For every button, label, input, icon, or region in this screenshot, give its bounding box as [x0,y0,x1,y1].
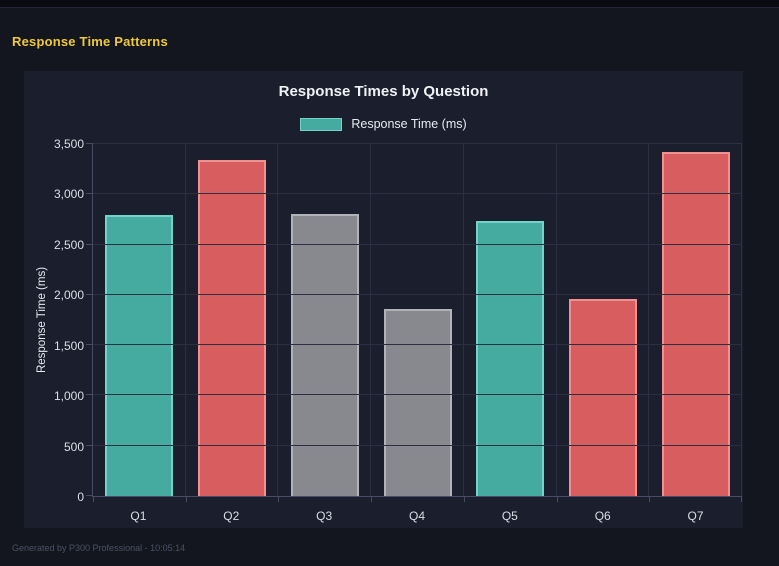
bar-q6[interactable] [568,298,637,496]
bar-slot-q4 [371,144,464,496]
bar-q5[interactable] [476,221,545,496]
plot-area [86,143,742,502]
y-tick-mark [86,444,93,446]
bar-q2[interactable] [198,160,267,496]
bar-q4[interactable] [383,308,452,496]
bar-slot-q7 [649,144,742,496]
bar-q1[interactable] [105,215,174,496]
x-tick-label-q4: Q4 [408,509,426,523]
bar-slot-q5 [464,144,557,496]
gridline-v [555,144,557,496]
chart-panel: Response Times by Question Response Time… [24,71,743,528]
x-tick-label-q1: Q1 [130,509,147,523]
legend-swatch-icon [300,117,343,131]
x-axis-labels: Q1 Q2 Q3 Q4 Q5 Q6 Q7 [92,509,742,527]
x-tick-mark [649,496,651,502]
y-tick-mark [86,495,93,496]
x-tick-mark [556,496,558,502]
x-tick-mark [741,496,742,502]
x-tick-label-q3: Q3 [316,509,333,523]
gridline-h [93,394,742,396]
legend-label: Response Time (ms) [351,117,467,131]
x-tick-mark [463,496,465,502]
chart-title: Response Times by Question [278,83,489,100]
y-tick-mark [86,193,93,195]
bar-slot-q6 [557,144,650,496]
y-tick-label: 1,500 [53,338,84,353]
x-tick-label-q6: Q6 [594,509,611,523]
y-tick-label: 3,000 [53,187,84,202]
gridline-v [277,144,279,496]
bar-slot-q2 [186,144,279,496]
gridline-v [741,144,742,496]
y-tick-mark [86,394,93,396]
x-tick-mark [93,496,94,502]
x-tick-mark [371,496,373,502]
bar-q3[interactable] [290,214,359,496]
bar-q7[interactable] [661,152,730,496]
x-tick-label-q2: Q2 [223,509,240,523]
x-tick-label-q5: Q5 [501,509,518,523]
y-tick-label: 1,000 [53,389,84,404]
chart-legend[interactable]: Response Time (ms) [24,116,743,132]
y-tick-label: 0 [77,490,84,504]
gridline-h [93,143,742,144]
y-tick-mark [86,143,93,144]
x-tick-mark [185,496,187,502]
gridline-v [370,144,372,496]
gridline-h [93,243,742,245]
x-tick-mark [278,496,280,502]
gridline-h [93,193,742,195]
gridline-h [93,344,742,346]
y-tick-label: 3,500 [53,137,84,151]
y-tick-mark [86,243,93,245]
window-top-strip [0,0,779,8]
y-tick-label: 2,000 [53,288,84,303]
gridline-v [648,144,650,496]
y-tick-mark [86,344,93,346]
page-title: Response Time Patterns [12,34,168,49]
footer-text: Generated by P300 Professional - 10:05:1… [12,543,186,553]
gridline-h [93,444,742,446]
y-tick-label: 500 [63,439,84,454]
bars-container [93,144,742,496]
bar-slot-q1 [93,144,186,496]
y-axis-ticks: 0 500 1,000 1,500 2,000 2,500 3,000 3,500 [24,137,84,504]
bar-slot-q3 [278,144,371,496]
gridline-h [93,293,742,295]
y-tick-label: 2,500 [53,237,84,252]
x-tick-label-q7: Q7 [687,509,704,523]
y-tick-mark [86,293,93,295]
gridline-v [184,144,186,496]
gridline-v [462,144,464,496]
